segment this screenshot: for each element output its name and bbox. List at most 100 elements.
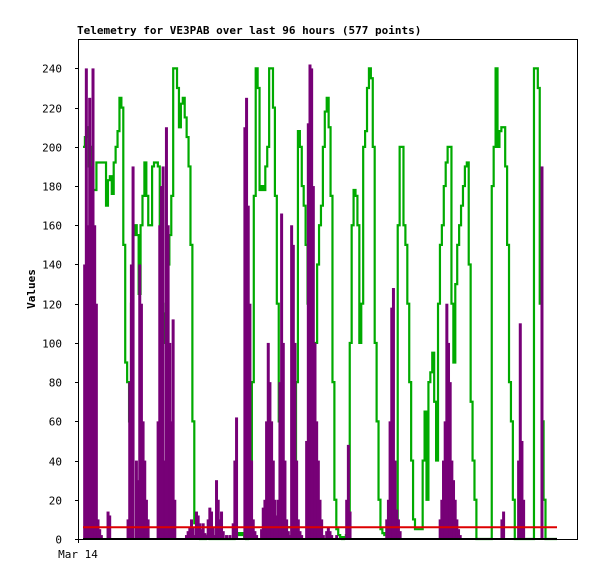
data-bar [235,417,239,539]
data-bar [326,527,330,539]
data-bar [206,519,210,539]
data-bar [315,421,319,539]
data-bar [94,303,98,539]
data-bar [296,519,300,539]
data-bar [286,531,290,539]
data-bar [169,421,173,539]
data-bar [216,499,220,539]
data-bar [306,123,310,539]
data-bar [448,382,452,539]
data-bar [144,499,148,539]
data-bar [308,64,312,540]
data-bar [89,166,93,539]
data-bar [445,303,449,539]
data-bar [457,529,461,539]
data-bar [255,535,259,539]
data-bar [330,535,334,539]
data-bar [291,244,295,539]
data-bar [261,507,265,539]
y-tick-label: 180 [42,181,62,194]
data-bar [168,342,172,539]
data-bar [129,264,133,539]
data-bar [84,68,88,539]
data-bar [452,480,456,539]
data-bar [225,535,229,539]
data-bar [83,264,87,539]
data-bar [283,460,287,539]
data-bar [188,527,192,539]
data-bar [385,519,389,539]
data-bar [271,460,275,539]
y-axis-label: Values [25,269,38,309]
data-bar [517,460,521,539]
data-bar [200,529,203,539]
data-bar [395,509,399,539]
data-bar [298,531,302,539]
data-bar [245,97,249,539]
data-bar [143,460,147,539]
data-bar [328,531,332,539]
data-bar [131,166,135,539]
data-bar [128,382,132,539]
data-bar [288,535,292,539]
data-bar [455,519,459,539]
chart-title: Telemetry for VE3PAB over last 96 hours … [77,24,421,37]
data-bar [391,288,395,539]
data-bar [246,205,250,540]
data-bar [138,264,142,539]
data-bar [210,511,214,539]
data-bar [99,535,103,539]
data-bar [398,531,402,539]
x-tick-label: Mar 14 [58,548,98,561]
y-tick-label: 160 [42,220,62,233]
data-bar [220,511,224,539]
data-bar [453,499,457,539]
data-bar [203,533,207,539]
y-tick-label: 140 [42,259,62,272]
data-bar [243,127,247,540]
data-bar [442,460,446,539]
data-bar [278,382,282,539]
data-bar [320,519,324,539]
y-tick-label: 80 [49,377,62,390]
y-tick-label: 60 [49,416,62,429]
data-bar [502,511,506,539]
data-bar [325,531,329,539]
data-bar [93,225,97,539]
data-bar [189,519,193,539]
data-bar [193,535,197,539]
data-bar [218,519,222,539]
data-bar [260,529,264,539]
data-bar [161,166,165,539]
data-bar [126,519,130,539]
data-bar [171,319,175,539]
series-bars-1 [83,64,544,540]
data-bar [290,225,294,539]
y-tick-label: 100 [42,338,62,351]
data-bar [500,519,504,539]
data-bar [393,460,397,539]
data-bar [194,511,198,539]
data-bar [447,342,451,539]
data-bar [184,535,188,539]
data-bar [268,382,272,539]
data-bar [139,303,143,539]
data-bar [440,499,444,539]
data-bar [310,68,314,539]
plot-frame [78,39,578,540]
data-bar [311,186,315,539]
data-bar [263,499,267,539]
data-bar [141,421,145,539]
data-bar [305,440,309,539]
data-bar [335,535,339,539]
data-bar [293,342,297,539]
data-bar [166,225,170,539]
data-bar [266,342,270,539]
data-bar [250,460,254,539]
data-bar [273,499,277,539]
data-bar [205,535,209,539]
data-bar [281,342,285,539]
data-bar [91,68,95,539]
data-bar [215,480,219,539]
